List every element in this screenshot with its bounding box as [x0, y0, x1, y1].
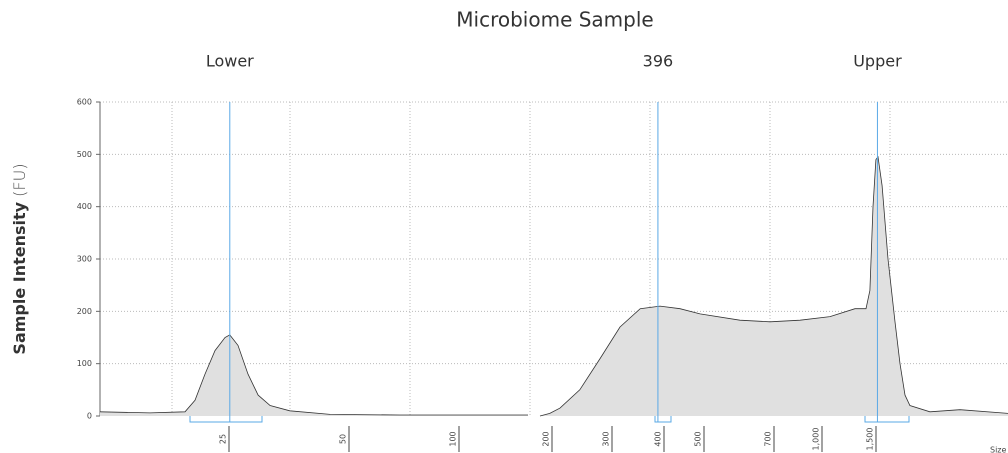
range-bracket [189, 412, 263, 423]
x-tick-label: 1,500 [866, 428, 875, 451]
x-tick-label: 300 [602, 431, 611, 446]
x-tick-label: 700 [764, 431, 773, 446]
y-tick-label: 0 [87, 412, 92, 421]
range-bracket [864, 412, 910, 423]
area [540, 156, 1008, 416]
trace [539, 155, 1008, 417]
y-unit: (FU) [10, 163, 29, 196]
x-tick-label: 25 [219, 434, 228, 444]
x-tick-label: 1,000 [812, 428, 821, 451]
y-label: Sample Intensity [10, 201, 29, 354]
y-tick-label: 200 [77, 307, 92, 316]
x-axis-label: Size [bp] [990, 446, 1008, 453]
x-tick-label: 500 [694, 431, 703, 446]
range-brackets [189, 412, 910, 423]
marker-label: 396 [643, 52, 674, 71]
area [100, 334, 528, 416]
marker-label: Upper [853, 52, 902, 71]
y-tick-label: 300 [77, 255, 92, 264]
x-tick-label: 400 [654, 431, 663, 446]
trace [99, 334, 528, 416]
x-tick-label: 100 [449, 431, 458, 446]
range-bracket [654, 412, 672, 423]
y-tick-label: 500 [77, 150, 92, 159]
y-tick-label: 100 [77, 359, 92, 368]
chart-title: Microbiome Sample [456, 8, 653, 32]
marker-label: Lower [206, 52, 254, 71]
y-tick-label: 400 [77, 202, 92, 211]
x-tick-label: 200 [542, 431, 551, 446]
y-tick-label: 600 [77, 98, 92, 107]
y-axis-label: Sample Intensity (FU) [10, 163, 29, 354]
x-tick-label: 50 [339, 434, 348, 444]
